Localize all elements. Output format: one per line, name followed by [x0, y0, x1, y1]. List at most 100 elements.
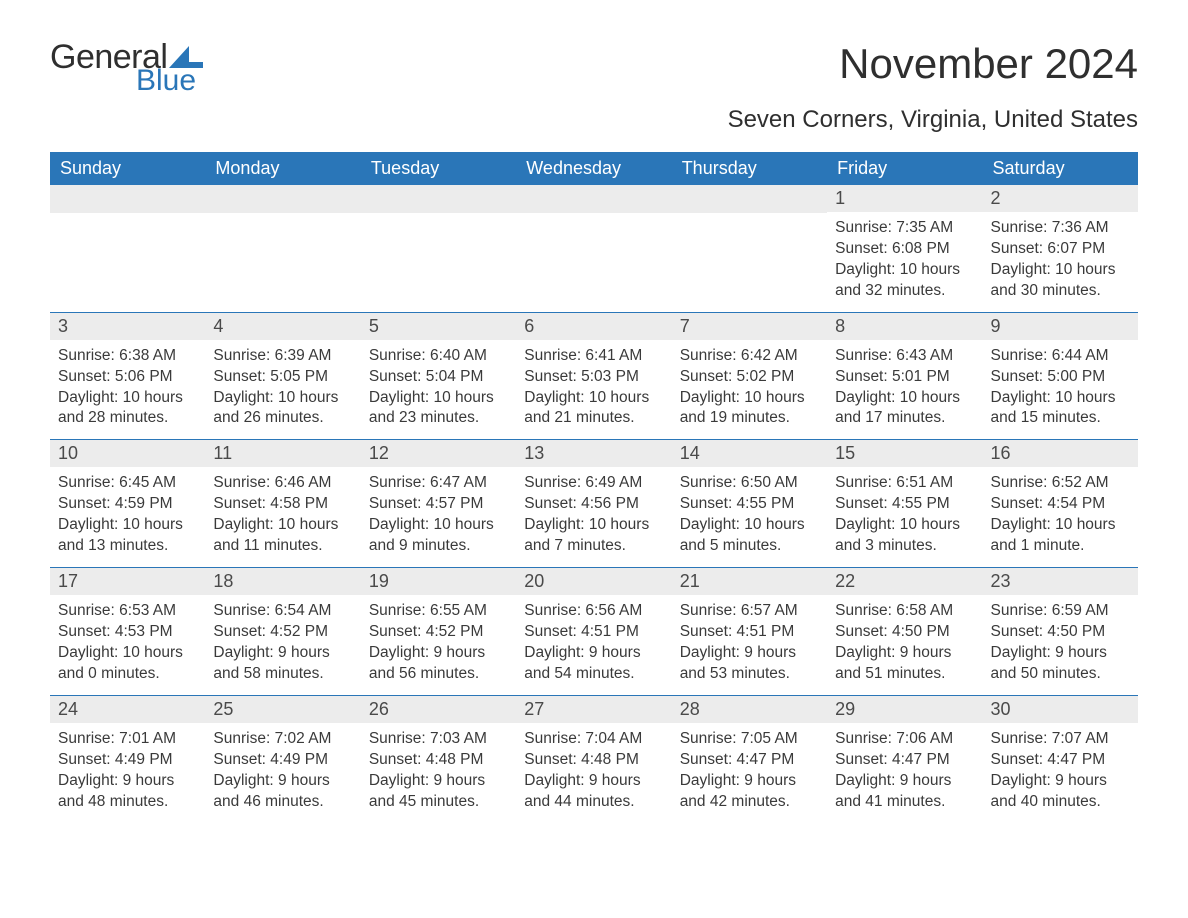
daylight2-text: and 9 minutes. [369, 536, 508, 557]
sunrise-text: Sunrise: 6:51 AM [835, 473, 974, 494]
calendar-cell: 28Sunrise: 7:05 AMSunset: 4:47 PMDayligh… [672, 696, 827, 823]
calendar-cell: 5Sunrise: 6:40 AMSunset: 5:04 PMDaylight… [361, 313, 516, 440]
sunrise-text: Sunrise: 6:52 AM [991, 473, 1130, 494]
week-row: 1Sunrise: 7:35 AMSunset: 6:08 PMDaylight… [50, 185, 1138, 312]
sunset-text: Sunset: 4:51 PM [524, 622, 663, 643]
day-number: 17 [50, 568, 205, 595]
sunset-text: Sunset: 4:59 PM [58, 494, 197, 515]
day-header: Thursday [672, 152, 827, 185]
sunset-text: Sunset: 4:50 PM [835, 622, 974, 643]
daylight1-text: Daylight: 10 hours [991, 388, 1130, 409]
week-row: 10Sunrise: 6:45 AMSunset: 4:59 PMDayligh… [50, 439, 1138, 567]
calendar-cell: 20Sunrise: 6:56 AMSunset: 4:51 PMDayligh… [516, 568, 671, 695]
sunrise-text: Sunrise: 6:50 AM [680, 473, 819, 494]
week-row: 3Sunrise: 6:38 AMSunset: 5:06 PMDaylight… [50, 312, 1138, 440]
sunset-text: Sunset: 4:53 PM [58, 622, 197, 643]
calendar-cell [516, 185, 671, 312]
calendar-cell: 8Sunrise: 6:43 AMSunset: 5:01 PMDaylight… [827, 313, 982, 440]
calendar-cell: 30Sunrise: 7:07 AMSunset: 4:47 PMDayligh… [983, 696, 1138, 823]
daylight2-text: and 56 minutes. [369, 664, 508, 685]
day-header: Friday [827, 152, 982, 185]
sunset-text: Sunset: 4:47 PM [991, 750, 1130, 771]
day-number [516, 185, 671, 213]
month-title: November 2024 [728, 40, 1138, 88]
day-number: 25 [205, 696, 360, 723]
cell-content: Sunrise: 6:41 AMSunset: 5:03 PMDaylight:… [516, 340, 671, 440]
header: General Blue November 2024 Seven Corners… [50, 40, 1138, 134]
sunrise-text: Sunrise: 7:06 AM [835, 729, 974, 750]
day-header: Sunday [50, 152, 205, 185]
daylight1-text: Daylight: 9 hours [680, 643, 819, 664]
sunset-text: Sunset: 5:05 PM [213, 367, 352, 388]
cell-content: Sunrise: 7:05 AMSunset: 4:47 PMDaylight:… [672, 723, 827, 823]
cell-content: Sunrise: 6:58 AMSunset: 4:50 PMDaylight:… [827, 595, 982, 695]
daylight2-text: and 42 minutes. [680, 792, 819, 813]
cell-content: Sunrise: 6:43 AMSunset: 5:01 PMDaylight:… [827, 340, 982, 440]
calendar-cell: 1Sunrise: 7:35 AMSunset: 6:08 PMDaylight… [827, 185, 982, 312]
sunset-text: Sunset: 4:49 PM [58, 750, 197, 771]
day-number: 30 [983, 696, 1138, 723]
daylight2-text: and 19 minutes. [680, 408, 819, 429]
day-number [205, 185, 360, 213]
daylight1-text: Daylight: 10 hours [524, 515, 663, 536]
daylight1-text: Daylight: 9 hours [58, 771, 197, 792]
cell-content: Sunrise: 7:03 AMSunset: 4:48 PMDaylight:… [361, 723, 516, 823]
calendar-cell [672, 185, 827, 312]
day-header: Tuesday [361, 152, 516, 185]
daylight1-text: Daylight: 10 hours [369, 515, 508, 536]
calendar: SundayMondayTuesdayWednesdayThursdayFrid… [50, 152, 1138, 822]
sunrise-text: Sunrise: 6:39 AM [213, 346, 352, 367]
day-header: Monday [205, 152, 360, 185]
day-number: 16 [983, 440, 1138, 467]
day-number: 24 [50, 696, 205, 723]
day-number: 10 [50, 440, 205, 467]
day-number: 15 [827, 440, 982, 467]
sunset-text: Sunset: 5:06 PM [58, 367, 197, 388]
sunrise-text: Sunrise: 7:07 AM [991, 729, 1130, 750]
sunrise-text: Sunrise: 6:54 AM [213, 601, 352, 622]
sunset-text: Sunset: 4:47 PM [680, 750, 819, 771]
sunset-text: Sunset: 5:02 PM [680, 367, 819, 388]
cell-content: Sunrise: 7:02 AMSunset: 4:49 PMDaylight:… [205, 723, 360, 823]
sunrise-text: Sunrise: 7:04 AM [524, 729, 663, 750]
cell-content: Sunrise: 6:56 AMSunset: 4:51 PMDaylight:… [516, 595, 671, 695]
cell-content: Sunrise: 7:06 AMSunset: 4:47 PMDaylight:… [827, 723, 982, 823]
sunrise-text: Sunrise: 6:40 AM [369, 346, 508, 367]
sunrise-text: Sunrise: 6:55 AM [369, 601, 508, 622]
sunset-text: Sunset: 4:52 PM [213, 622, 352, 643]
cell-content: Sunrise: 6:52 AMSunset: 4:54 PMDaylight:… [983, 467, 1138, 567]
sunset-text: Sunset: 4:58 PM [213, 494, 352, 515]
daylight2-text: and 58 minutes. [213, 664, 352, 685]
daylight2-text: and 26 minutes. [213, 408, 352, 429]
week-row: 17Sunrise: 6:53 AMSunset: 4:53 PMDayligh… [50, 567, 1138, 695]
day-number: 8 [827, 313, 982, 340]
day-number: 13 [516, 440, 671, 467]
cell-content: Sunrise: 7:35 AMSunset: 6:08 PMDaylight:… [827, 212, 982, 312]
day-number: 26 [361, 696, 516, 723]
daylight2-text: and 50 minutes. [991, 664, 1130, 685]
cell-content: Sunrise: 7:07 AMSunset: 4:47 PMDaylight:… [983, 723, 1138, 823]
daylight1-text: Daylight: 9 hours [991, 643, 1130, 664]
daylight2-text: and 23 minutes. [369, 408, 508, 429]
calendar-cell: 29Sunrise: 7:06 AMSunset: 4:47 PMDayligh… [827, 696, 982, 823]
cell-content: Sunrise: 6:39 AMSunset: 5:05 PMDaylight:… [205, 340, 360, 440]
cell-content: Sunrise: 6:50 AMSunset: 4:55 PMDaylight:… [672, 467, 827, 567]
day-number: 14 [672, 440, 827, 467]
sunrise-text: Sunrise: 7:36 AM [991, 218, 1130, 239]
sunset-text: Sunset: 4:57 PM [369, 494, 508, 515]
daylight2-text: and 5 minutes. [680, 536, 819, 557]
day-number: 18 [205, 568, 360, 595]
daylight2-text: and 40 minutes. [991, 792, 1130, 813]
sunrise-text: Sunrise: 6:56 AM [524, 601, 663, 622]
location: Seven Corners, Virginia, United States [728, 106, 1138, 134]
daylight1-text: Daylight: 10 hours [58, 388, 197, 409]
day-number: 27 [516, 696, 671, 723]
daylight1-text: Daylight: 10 hours [680, 515, 819, 536]
cell-content: Sunrise: 6:38 AMSunset: 5:06 PMDaylight:… [50, 340, 205, 440]
daylight1-text: Daylight: 10 hours [524, 388, 663, 409]
sunset-text: Sunset: 5:01 PM [835, 367, 974, 388]
cell-content: Sunrise: 6:57 AMSunset: 4:51 PMDaylight:… [672, 595, 827, 695]
cell-content: Sunrise: 6:40 AMSunset: 5:04 PMDaylight:… [361, 340, 516, 440]
day-number: 7 [672, 313, 827, 340]
calendar-cell: 17Sunrise: 6:53 AMSunset: 4:53 PMDayligh… [50, 568, 205, 695]
